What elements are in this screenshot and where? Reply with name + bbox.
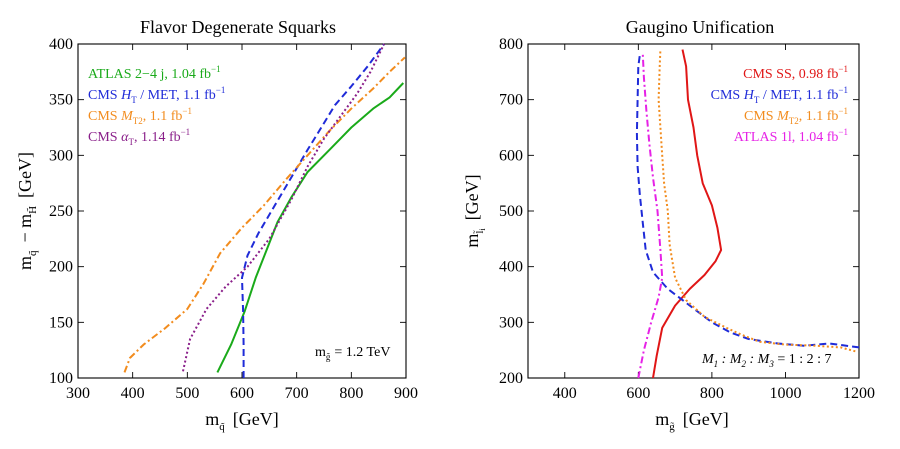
y-tick-label: 250 [49,203,73,220]
left-y-axis-label: mq̃− mH̃[GeV] [15,152,39,270]
y-tick-label: 400 [499,259,523,276]
x-tick-label: 300 [66,385,90,402]
y-tick-label: 400 [49,36,73,53]
right-annotation: M1 : M2 : M3 = 1 : 2 : 7 [701,352,832,369]
y-tick-label: 200 [499,370,523,387]
right-series-group [635,49,860,379]
y-tick-label: 100 [49,370,73,387]
legend-entry-1: CMS HT / MET, 1.1 fb−1 [88,85,225,105]
right-y-ticks: 200 300 400 500 600 700 800 [499,36,859,387]
legend-entry-2: CMS MT2, 1.1 fb−1 [744,106,848,126]
x-tick-label: 1000 [769,385,801,402]
left-chart-title: Flavor Degenerate Squarks [140,17,336,37]
left-y-ticks: 100 150 200 250 300 350 400 [49,36,406,387]
left-annotation: mg̃ = 1.2 TeV [315,345,390,362]
right-chart-title: Gaugino Unification [626,17,774,37]
series-line-2 [123,56,406,373]
y-tick-label: 350 [49,92,73,109]
legend-entry-3: CMS αT, 1.14 fb−1 [88,127,190,147]
x-tick-label: 600 [230,385,254,402]
x-tick-label: 400 [121,385,145,402]
right-x-ticks: 400 600 800 1000 1200 [553,44,875,402]
series-line-2 [657,49,856,353]
x-tick-label: 900 [394,385,418,402]
y-tick-label: 200 [49,259,73,276]
y-tick-label: 700 [499,92,523,109]
x-tick-label: 500 [175,385,199,402]
legend-entry-0: ATLAS 2−4 j, 1.04 fb−1 [88,64,221,82]
x-tick-label: 800 [700,385,724,402]
y-tick-label: 500 [499,203,523,220]
left-x-ticks: 300 400 500 600 700 800 900 [66,44,418,402]
x-tick-label: 700 [285,385,309,402]
left-series-group [123,43,406,378]
y-tick-label: 300 [499,314,523,331]
series-line-3 [637,52,664,379]
y-tick-label: 600 [499,147,523,164]
x-tick-label: 1200 [843,385,875,402]
x-tick-label: 600 [626,385,650,402]
right-panel: Gaugino Unification 400 600 800 1000 1200 20… [462,17,875,433]
left-x-axis-label: mq̃ [GeV] [205,409,279,433]
left-panel: Flavor Degenerate Squarks 300 400 500 600 70… [15,17,418,433]
right-x-axis-label: mg̃ [GeV] [655,409,729,433]
legend-entry-0: CMS SS, 0.98 fb−1 [743,64,848,82]
y-tick-label: 300 [49,147,73,164]
legend-entry-2: CMS MT2, 1.1 fb−1 [88,106,192,126]
y-tick-label: 150 [49,314,73,331]
right-y-axis-label: ml̃i[GeV] [462,174,487,247]
series-line-0 [216,82,405,373]
x-tick-label: 800 [339,385,363,402]
series-line-0 [652,49,723,379]
left-legend: ATLAS 2−4 j, 1.04 fb−1 CMS HT / MET, 1.1 … [88,64,225,147]
right-legend: CMS SS, 0.98 fb−1 CMS HT / MET, 1.1 fb−1C… [711,64,848,145]
legend-entry-3: ATLAS 1l, 1.04 fb−1 [734,127,848,145]
series-line-1 [241,43,385,378]
legend-entry-1: CMS HT / MET, 1.1 fb−1 [711,85,848,105]
y-tick-label: 800 [499,36,523,53]
x-tick-label: 400 [553,385,577,402]
